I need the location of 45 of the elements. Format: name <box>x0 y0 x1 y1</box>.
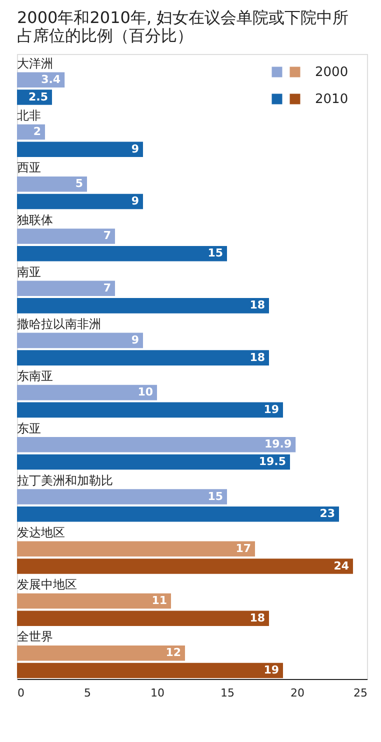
y-tick-label: 撒哈拉以南非洲 <box>17 317 101 332</box>
y-tick-label: 东亚 <box>17 421 41 436</box>
x-tick-label: 15 <box>220 686 234 700</box>
data-label: 18 <box>250 298 265 312</box>
data-label: 9 <box>131 194 139 208</box>
data-label: 12 <box>166 646 181 660</box>
y-tick-label: 大洋洲 <box>17 56 53 71</box>
legend-label: 2010 <box>315 92 348 107</box>
data-label: 9 <box>131 142 139 156</box>
y-tick-label: 拉丁美洲和加勒比 <box>17 473 113 488</box>
data-label: 19.9 <box>264 438 292 451</box>
y-tick-label: 独联体 <box>17 212 53 227</box>
data-label: 17 <box>236 542 251 555</box>
data-label: 7 <box>103 229 111 242</box>
legend-label: 2000 <box>315 65 348 80</box>
x-tick-label: 25 <box>354 686 368 700</box>
data-label: 5 <box>75 177 83 190</box>
data-label: 18 <box>250 611 265 624</box>
data-label: 11 <box>152 594 167 608</box>
y-tick-label: 西亚 <box>17 160 41 175</box>
data-label: 2 <box>33 124 41 138</box>
data-label: 19 <box>264 402 279 416</box>
x-tick-label: 0 <box>18 686 24 700</box>
y-tick-label: 南亚 <box>17 264 41 279</box>
y-tick-label: 发展中地区 <box>17 578 77 592</box>
x-tick-label: 20 <box>290 686 304 700</box>
x-tick-label: 10 <box>150 686 164 700</box>
data-label: 24 <box>334 559 350 572</box>
data-label: 19 <box>264 663 279 676</box>
data-label: 7 <box>103 281 111 294</box>
x-tick-label: 5 <box>84 686 91 700</box>
y-tick-label: 东南亚 <box>17 369 53 384</box>
data-label: 9 <box>131 333 139 346</box>
data-label: 2.5 <box>28 90 48 104</box>
data-label: 15 <box>208 490 223 503</box>
data-label: 10 <box>138 386 154 399</box>
data-label: 23 <box>320 507 335 520</box>
y-tick-label: 全世界 <box>17 630 53 644</box>
data-label: 15 <box>208 246 223 260</box>
y-tick-label: 北非 <box>17 108 41 123</box>
y-tick-label: 发达地区 <box>17 526 65 540</box>
data-label: 19.5 <box>258 455 286 468</box>
data-label: 3.4 <box>41 72 61 86</box>
data-label: 18 <box>250 350 265 364</box>
chart-title: 2000年和2010年, 妇女在议会单院或下院中所占席位的比例（百分比） <box>17 8 349 45</box>
